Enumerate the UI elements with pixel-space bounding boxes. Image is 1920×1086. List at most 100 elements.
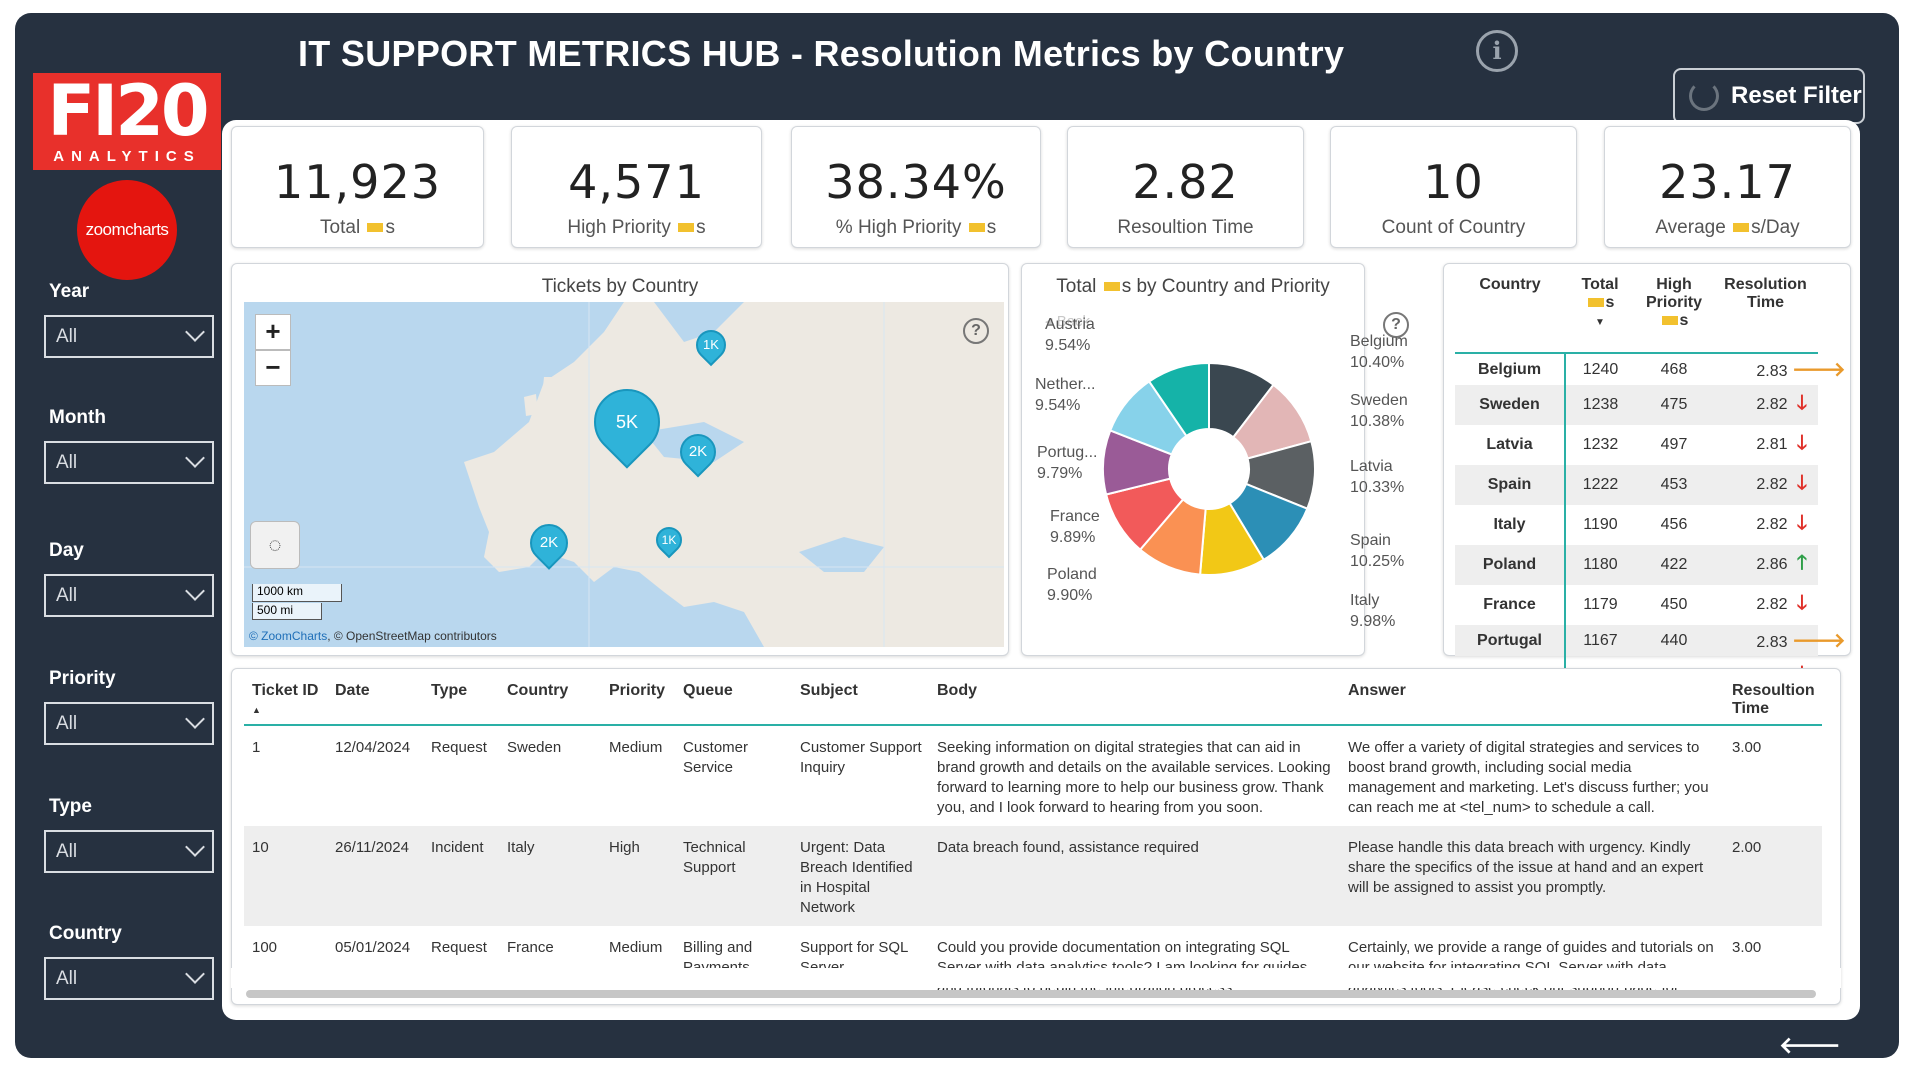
col-country[interactable]: Country bbox=[1479, 276, 1541, 293]
donut-label-austria: Austria 9.54% bbox=[1045, 316, 1095, 354]
europe-map[interactable] bbox=[244, 302, 1004, 647]
date-cell: 05/01/2024 bbox=[335, 939, 411, 956]
lasso-icon[interactable]: ◌ bbox=[250, 521, 300, 569]
priority-cell: Medium bbox=[609, 939, 663, 956]
col-subject[interactable]: Subject bbox=[792, 676, 929, 726]
type-cell: Incident bbox=[423, 826, 499, 926]
total-cell: 1222 bbox=[1582, 476, 1619, 493]
col-type[interactable]: Type bbox=[423, 676, 499, 726]
high-priority-cell: 450 bbox=[1660, 596, 1688, 613]
country-row[interactable]: Latvia 1232 497 2.81 🡓 bbox=[1455, 425, 1818, 465]
trend-down-icon: 🡓 bbox=[1796, 592, 1808, 614]
date-cell: 26/11/2024 bbox=[327, 826, 423, 926]
map-zoom-in-button[interactable]: + bbox=[255, 314, 291, 350]
trend-down-icon: 🡓 bbox=[1796, 432, 1808, 454]
high-priority-cell: 453 bbox=[1660, 476, 1688, 493]
ticket-row[interactable]: 1 12/04/2024 Request Sweden Medium Customer S… bbox=[244, 725, 1822, 826]
col-priority[interactable]: Priority bbox=[601, 676, 675, 726]
col-resolution-time[interactable]: Resoultion Time bbox=[1724, 676, 1822, 726]
country-row[interactable]: Portugal 1167 440 2.83 🡒 bbox=[1455, 625, 1846, 656]
map-title: Tickets by Country bbox=[541, 276, 699, 297]
scale-km: 1000 km bbox=[252, 584, 342, 602]
donut-back-button[interactable]: ◂ Back bbox=[1045, 313, 1091, 330]
country-table: Country Total s ▼ High Priority s Resolutio… bbox=[1455, 276, 1846, 736]
ticket-icon bbox=[367, 223, 384, 233]
resolution-cell: 2.86 🡑 bbox=[1713, 545, 1818, 585]
resolution-cell: 2.83 🡒 bbox=[1713, 625, 1846, 656]
col-answer[interactable]: Answer bbox=[1340, 676, 1724, 726]
horizontal-scrollbar[interactable] bbox=[246, 990, 1816, 998]
country-row[interactable]: Belgium 1240 468 2.83 🡒 bbox=[1455, 353, 1846, 385]
col-date[interactable]: Date bbox=[327, 676, 423, 726]
map-zoom-out-button[interactable]: − bbox=[255, 350, 291, 386]
col-high-priority[interactable]: High Priority s bbox=[1645, 276, 1702, 329]
reset-filter-button[interactable]: Reset Filter bbox=[1673, 68, 1865, 124]
month-dropdown[interactable]: All bbox=[44, 441, 214, 484]
resolution-cell: 2.82 🡓 bbox=[1713, 505, 1818, 545]
zoomcharts-logo: zoomcharts bbox=[77, 180, 177, 280]
chevron-down-icon bbox=[185, 448, 205, 468]
subject-cell: Customer Support Inquiry bbox=[800, 739, 922, 776]
donut-label-portugal: Portug... 9.79% bbox=[1037, 444, 1098, 482]
country-row[interactable]: Sweden 1238 475 2.82 🡓 bbox=[1455, 385, 1818, 425]
trend-right-icon: 🡒 bbox=[1792, 628, 1846, 653]
col-body[interactable]: Body bbox=[929, 676, 1340, 726]
donut-label-belgium: Belgium 10.40% bbox=[1350, 333, 1408, 371]
reset-icon bbox=[1689, 81, 1719, 111]
total-cell: 1180 bbox=[1583, 556, 1618, 573]
day-dropdown[interactable]: All bbox=[44, 574, 214, 617]
trend-down-icon: 🡓 bbox=[1796, 392, 1808, 414]
country-cell: Italy bbox=[499, 826, 601, 926]
resolution-cell: 3.00 bbox=[1732, 939, 1762, 956]
col-resolution-time[interactable]: Resolution Time bbox=[1724, 276, 1807, 311]
ticket-row[interactable]: 10 26/11/2024 Incident Italy High Technical S… bbox=[244, 826, 1822, 926]
country-row[interactable]: France 1179 450 2.82 🡓 bbox=[1455, 585, 1818, 625]
donut-chart[interactable] bbox=[1021, 263, 1365, 656]
answer-cell: Please handle this data breach with urge… bbox=[1340, 826, 1724, 926]
priority-cell: Medium bbox=[609, 739, 663, 756]
queue-cell: Technical Support bbox=[675, 826, 792, 926]
country-cell: Portugal bbox=[1455, 625, 1566, 656]
col-ticket-id[interactable]: Ticket ID ▲ bbox=[244, 676, 327, 726]
col-country[interactable]: Country bbox=[499, 676, 601, 726]
high-priority-cell: 468 bbox=[1660, 360, 1688, 378]
total-cell: 1232 bbox=[1582, 436, 1619, 453]
col-queue[interactable]: Queue bbox=[675, 676, 792, 726]
donut-help-icon[interactable]: ? bbox=[1383, 312, 1409, 338]
donut-label-france: France 9.89% bbox=[1050, 508, 1100, 546]
sort-asc-icon: ▲ bbox=[252, 705, 261, 715]
donut-slice[interactable] bbox=[1147, 361, 1210, 438]
resolution-cell: 2.82 🡓 bbox=[1713, 585, 1818, 625]
donut-label-spain: Spain 10.25% bbox=[1350, 532, 1405, 570]
resolution-cell: 2.00 bbox=[1724, 826, 1822, 926]
map-help-icon[interactable]: ? bbox=[963, 318, 989, 344]
priority-cell: High bbox=[601, 826, 675, 926]
country-row[interactable]: Poland 1180 422 2.86 🡑 bbox=[1455, 545, 1818, 585]
donut-title: Total s by Country and Priority bbox=[1056, 276, 1330, 297]
country-row[interactable]: Spain 1222 453 2.82 🡓 bbox=[1455, 465, 1818, 505]
year-dropdown[interactable]: All bbox=[44, 315, 214, 358]
high-priority-cell: 497 bbox=[1660, 436, 1688, 453]
resolution-cell: 2.82 🡓 bbox=[1713, 385, 1818, 425]
kpi-high-priority-tickets: 4,571 High Priority s bbox=[511, 126, 762, 248]
country-label: Country bbox=[49, 923, 122, 944]
chevron-down-icon bbox=[185, 581, 205, 601]
country-cell: France bbox=[507, 939, 554, 956]
country-row[interactable]: Italy 1190 456 2.82 🡓 bbox=[1455, 505, 1818, 545]
high-priority-cell: 456 bbox=[1660, 516, 1688, 533]
kpi-total-tickets: 11,923 Total s bbox=[231, 126, 484, 248]
country-dropdown[interactable]: All bbox=[44, 957, 214, 1000]
answer-cell: We offer a variety of digital strategies… bbox=[1348, 739, 1709, 816]
type-cell: Request bbox=[431, 739, 487, 756]
info-icon[interactable]: i bbox=[1476, 30, 1518, 72]
col-total-tickets[interactable]: Total s ▼ bbox=[1581, 276, 1619, 328]
trend-down-icon: 🡓 bbox=[1796, 512, 1808, 534]
back-button[interactable]: 🡐 Back bbox=[1779, 1032, 1841, 1085]
country-cell: Sweden bbox=[507, 739, 562, 756]
type-dropdown[interactable]: All bbox=[44, 830, 214, 873]
priority-dropdown[interactable]: All bbox=[44, 702, 214, 745]
country-cell: Latvia bbox=[1455, 425, 1566, 465]
high-priority-cell: 475 bbox=[1660, 396, 1688, 413]
trend-down-icon: 🡓 bbox=[1796, 472, 1808, 494]
resolution-cell: 2.83 🡒 bbox=[1713, 353, 1845, 385]
